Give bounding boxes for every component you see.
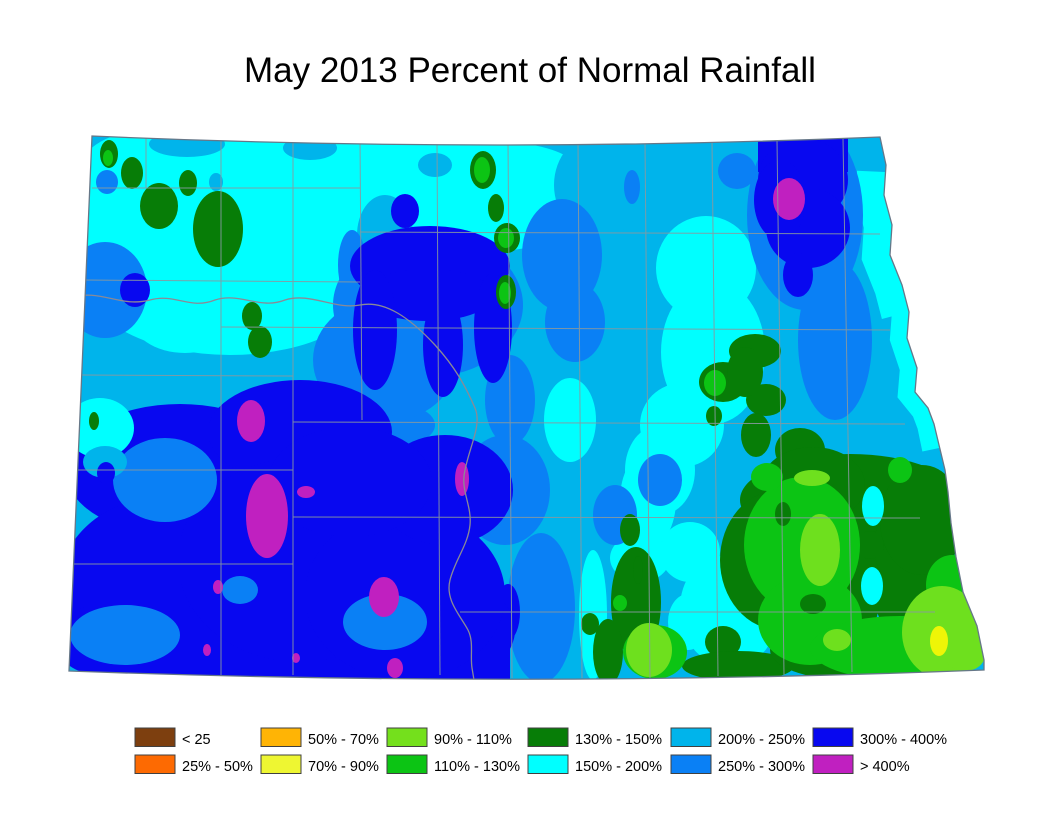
svg-text:< 25: < 25 — [182, 732, 211, 748]
svg-text:> 400%: > 400% — [860, 759, 910, 775]
svg-text:90% - 110%: 90% - 110% — [434, 732, 512, 748]
svg-text:250% - 300%: 250% - 300% — [718, 759, 805, 775]
svg-text:50% - 70%: 50% - 70% — [308, 732, 379, 748]
svg-text:300% - 400%: 300% - 400% — [860, 732, 947, 748]
svg-text:200% - 250%: 200% - 250% — [718, 732, 805, 748]
svg-text:110% - 130%: 110% - 130% — [434, 759, 520, 775]
svg-text:130% - 150%: 130% - 150% — [575, 732, 662, 748]
svg-text:May 2013 Percent of Normal Rai: May 2013 Percent of Normal Rainfall — [244, 51, 816, 90]
svg-text:25% - 50%: 25% - 50% — [182, 759, 253, 775]
svg-text:150% - 200%: 150% - 200% — [575, 759, 662, 775]
svg-text:70% - 90%: 70% - 90% — [308, 759, 379, 775]
